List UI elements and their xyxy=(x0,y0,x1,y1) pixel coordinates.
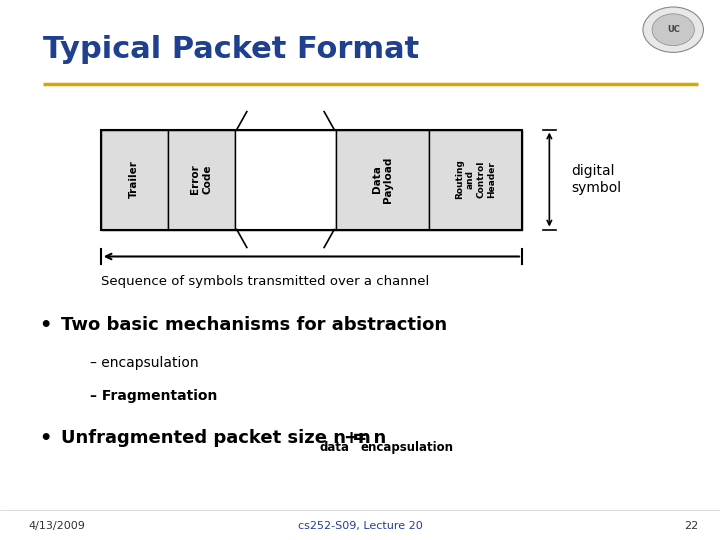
Text: Data
Payload: Data Payload xyxy=(372,157,394,202)
Text: UC: UC xyxy=(667,25,680,34)
Text: +n: +n xyxy=(343,429,371,447)
Circle shape xyxy=(643,7,703,52)
Bar xyxy=(168,130,235,230)
Text: Trailer: Trailer xyxy=(130,160,139,199)
Text: Typical Packet Format: Typical Packet Format xyxy=(43,35,420,64)
Text: – Fragmentation: – Fragmentation xyxy=(90,389,217,403)
Text: Routing
and
Control
Header: Routing and Control Header xyxy=(456,160,495,199)
Text: •: • xyxy=(40,316,52,335)
Text: 22: 22 xyxy=(684,521,698,531)
Text: digital
symbol: digital symbol xyxy=(571,165,621,194)
Text: Unfragmented packet size n = n: Unfragmented packet size n = n xyxy=(61,429,387,447)
Bar xyxy=(336,130,429,230)
Bar xyxy=(235,130,336,230)
Circle shape xyxy=(652,14,694,45)
Text: Error
Code: Error Code xyxy=(190,165,212,194)
Text: •: • xyxy=(40,429,52,448)
Bar xyxy=(101,130,168,230)
Text: data: data xyxy=(320,441,350,454)
Bar xyxy=(429,130,522,230)
Text: encapsulation: encapsulation xyxy=(361,441,454,454)
Text: 4/13/2009: 4/13/2009 xyxy=(29,521,86,531)
Bar xyxy=(101,130,522,230)
Text: Two basic mechanisms for abstraction: Two basic mechanisms for abstraction xyxy=(61,316,447,334)
Text: Sequence of symbols transmitted over a channel: Sequence of symbols transmitted over a c… xyxy=(101,275,429,288)
Text: – encapsulation: – encapsulation xyxy=(90,356,199,370)
Text: cs252-S09, Lecture 20: cs252-S09, Lecture 20 xyxy=(297,521,423,531)
